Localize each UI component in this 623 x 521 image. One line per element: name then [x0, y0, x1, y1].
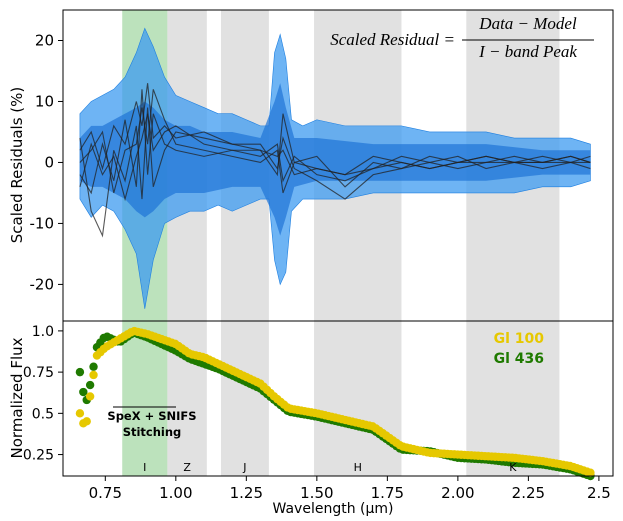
flux-point-gl-436 — [79, 387, 88, 397]
gray-band-3 — [466, 321, 560, 476]
envelope-inner-area — [79, 83, 591, 236]
flux-ytick-label: 1.0 — [32, 324, 54, 340]
formula-lhs: Scaled Residual = — [330, 30, 455, 49]
flux-point-gl-100 — [75, 409, 85, 418]
residuals-ytick-label: 10 — [35, 92, 54, 110]
flux-band-shading — [122, 321, 560, 476]
residuals-ytick-label: 0 — [44, 153, 54, 171]
xtick-label: 0.75 — [89, 484, 122, 502]
flux-ytick-label: 0.75 — [23, 365, 54, 381]
band-label-z: Z — [183, 461, 191, 474]
xtick-label: 2.00 — [441, 484, 474, 502]
xtick-label: 1.25 — [230, 484, 263, 502]
flux-point-gl-100 — [89, 370, 98, 380]
flux-point-gl-100 — [586, 468, 595, 477]
band-label-k: K — [509, 461, 517, 474]
stitching-annotation-line1: SpeX + SNIFS — [107, 409, 196, 423]
formula-numerator: Data − Model — [478, 14, 577, 33]
gray-band-2 — [314, 321, 402, 476]
band-label-j: J — [242, 461, 246, 474]
formula-annotation: Scaled Residual = Data − Model I − band … — [330, 14, 594, 61]
formula-denominator: I − band Peak — [478, 42, 577, 61]
band-label-h: H — [354, 461, 362, 474]
residuals-y-ticks: 20 10 0 -10 -20 — [30, 31, 63, 293]
xtick-label: 2.5 — [587, 484, 611, 502]
flux-panel: 1.0 0.75 0.5 0.25 0.75 1.00 1.25 1.50 1.75 2.00 2… — [8, 320, 614, 517]
residuals-ytick-label: -10 — [30, 214, 55, 232]
stitching-annotation-line2: Stitching — [123, 425, 182, 439]
xtick-label: 1.75 — [371, 484, 404, 502]
flux-x-ticks: 0.75 1.00 1.25 1.50 1.75 2.00 2.25 2.5 — [89, 476, 611, 502]
flux-point-gl-436 — [85, 380, 95, 390]
legend-gl436: Gl 436 — [494, 351, 544, 367]
flux-point-gl-100 — [82, 417, 91, 426]
flux-ytick-label: 0.5 — [32, 406, 54, 422]
xtick-label: 1.50 — [300, 484, 333, 502]
residual-lines — [79, 83, 591, 238]
x-axis-label: Wavelength (μm) — [273, 501, 394, 517]
residuals-ytick-label: -20 — [30, 275, 55, 293]
flux-frame — [62, 320, 614, 477]
flux-y-ticks: 1.0 0.75 0.5 0.25 — [23, 324, 63, 464]
envelope-inner — [79, 83, 591, 236]
residuals-y-label: Scaled Residuals (%) — [8, 87, 26, 244]
xtick-label: 2.25 — [512, 484, 545, 502]
flux-point-gl-100 — [85, 392, 95, 401]
residuals-ytick-label: 20 — [35, 31, 54, 49]
band-label-i: I — [143, 461, 146, 474]
flux-point-gl-436 — [75, 367, 85, 377]
residuals-panel: 20 10 0 -10 -20 Scaled Residuals (%) Scaled … — [8, 9, 614, 322]
residual-line-4 — [79, 113, 591, 202]
residual-line-3 — [79, 89, 591, 194]
flux-ytick-label: 0.25 — [23, 448, 54, 464]
flux-point-gl-436 — [89, 362, 98, 371]
flux-points — [75, 326, 595, 481]
legend-gl100: Gl 100 — [494, 331, 545, 347]
gray-band-1 — [220, 321, 269, 476]
xtick-label: 1.00 — [159, 484, 192, 502]
flux-y-label: Normalized Flux — [8, 337, 26, 458]
